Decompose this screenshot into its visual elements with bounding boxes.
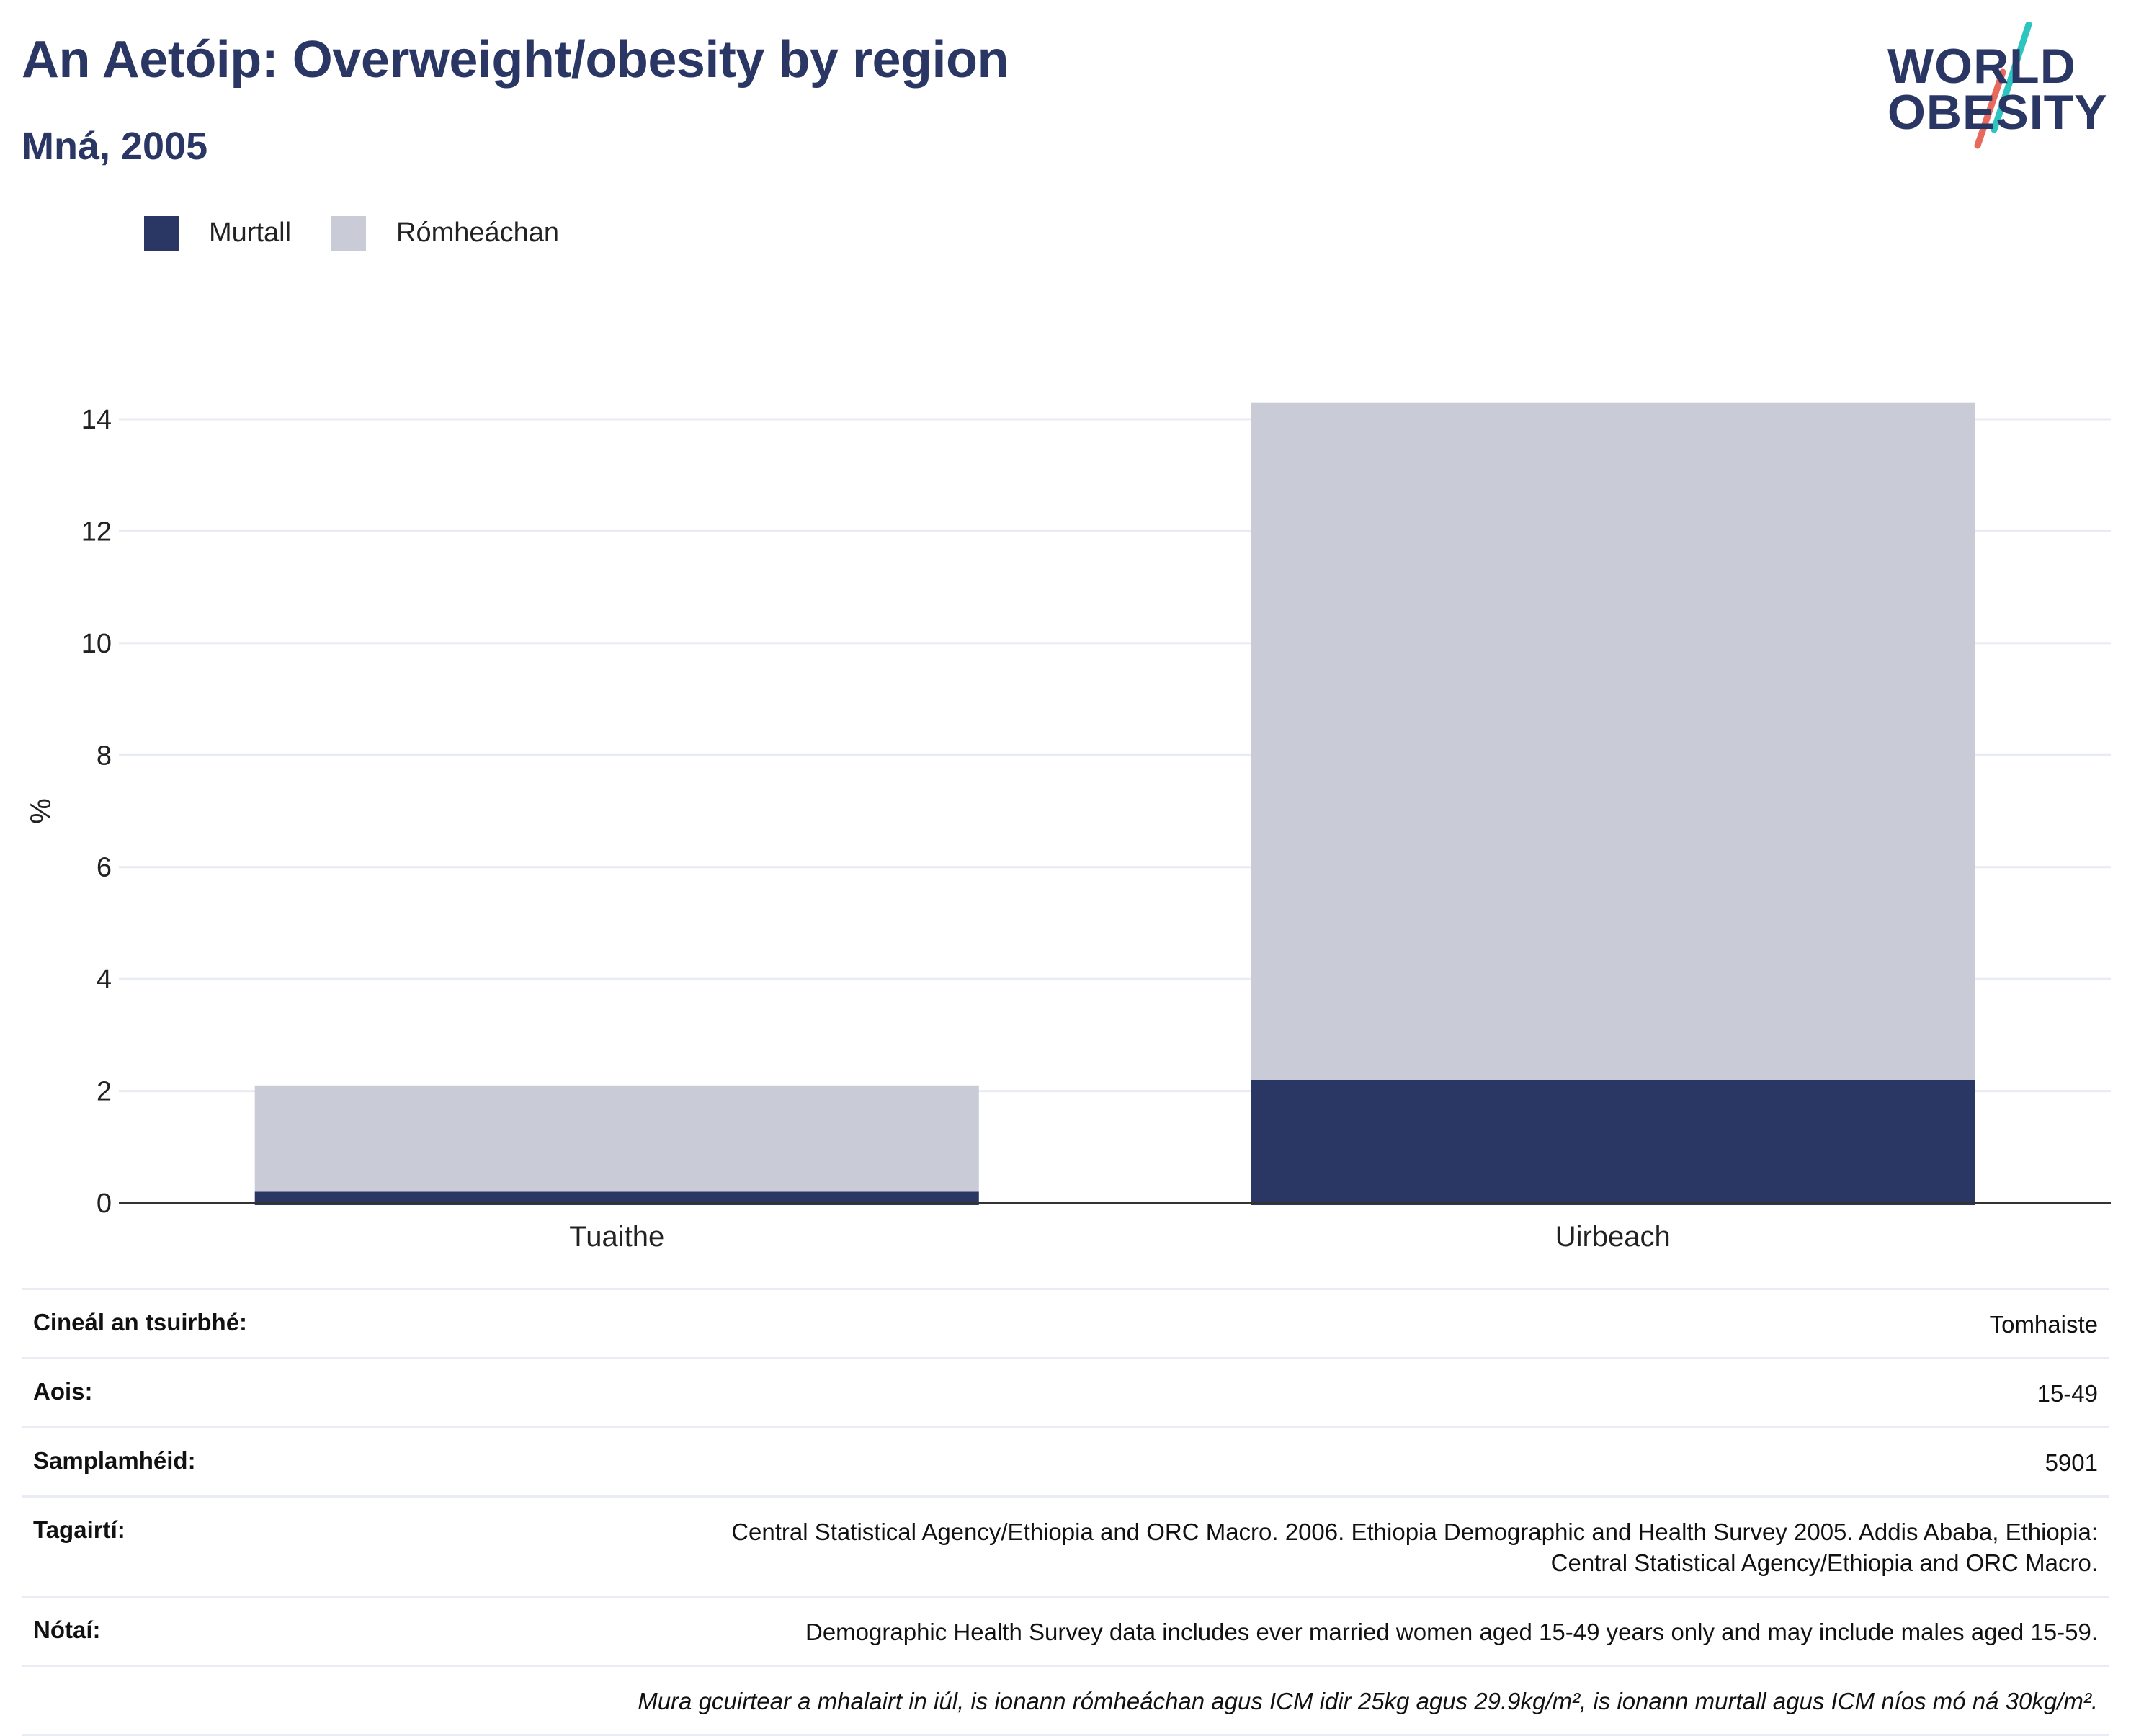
bar-segment-overweight	[1251, 402, 1975, 1080]
legend-swatch-obese	[144, 216, 179, 251]
y-tick-label: 12	[81, 516, 112, 547]
info-label: Cineál an tsuirbhé:	[33, 1309, 248, 1335]
x-axis-categories: Tuaithe Uirbeach	[569, 1221, 1671, 1253]
y-axis-ticks: 0 2 4 6 8 10 12 14	[81, 405, 112, 1219]
page-title: An Aetóip: Overweight/obesity by region	[22, 31, 1009, 89]
stacked-bar-chart: 0 2 4 6 8 10 12 14 Tuaithe Uirbeach %	[25, 402, 2111, 1253]
x-category-label: Uirbeach	[1555, 1221, 1671, 1253]
bar-segment-overweight	[254, 1085, 979, 1192]
y-tick-label: 0	[97, 1189, 112, 1219]
legend-label-overweight: Rómheáchan	[396, 218, 560, 248]
info-value: 15-49	[2037, 1380, 2098, 1407]
info-row-survey-type: Cineál an tsuirbhé: Tomhaiste	[22, 1288, 2109, 1357]
info-value: Demographic Health Survey data includes …	[805, 1619, 2098, 1645]
y-tick-label: 10	[81, 629, 112, 659]
logo-text-world: WORLD	[1887, 39, 2076, 94]
reference-line-2: Central Statistical Agency/Ethiopia and …	[1550, 1549, 2098, 1576]
y-tick-label: 4	[97, 965, 112, 995]
info-row-notes: Nótaí: Demographic Health Survey data in…	[22, 1596, 2109, 1665]
logo-slash-icon	[1974, 22, 2032, 149]
chart-bars	[254, 402, 1975, 1205]
y-axis-title: %	[25, 798, 57, 824]
logo-text-obesity: OBESITY	[1887, 85, 2108, 140]
reference-line-1: Central Statistical Agency/Ethiopia and …	[731, 1518, 2098, 1545]
y-tick-label: 6	[97, 853, 112, 883]
info-row-definition: Mura gcuirtear a mhalairt in iúl, is ion…	[22, 1665, 2109, 1736]
legend-swatch-overweight	[331, 216, 366, 251]
y-tick-label: 2	[97, 1077, 112, 1107]
info-label: Samplamhéid:	[33, 1447, 196, 1474]
y-tick-label: 8	[97, 741, 112, 771]
info-value-references: Central Statistical Agency/Ethiopia and …	[22, 1498, 2109, 1596]
info-value: 5901	[2045, 1449, 2098, 1476]
world-obesity-logo: WORLD OBESITY	[1880, 22, 2118, 151]
legend-label-obese: Murtall	[209, 218, 292, 248]
info-label: Tagairtí:	[33, 1516, 125, 1543]
info-value: Tomhaiste	[1989, 1311, 2098, 1338]
x-category-label: Tuaithe	[569, 1221, 664, 1253]
survey-info-table: Cineál an tsuirbhé: Tomhaiste Aois: 15-4…	[22, 1288, 2109, 1736]
info-label: Nótaí:	[33, 1616, 101, 1643]
info-row-age: Aois: 15-49	[22, 1357, 2109, 1426]
info-value-definition: Mura gcuirtear a mhalairt in iúl, is ion…	[638, 1688, 2098, 1714]
bar-segment-obese	[1251, 1080, 1975, 1205]
page-subtitle: Mná, 2005	[22, 125, 208, 168]
info-row-sample-size: Samplamhéid: 5901	[22, 1426, 2109, 1495]
info-row-references: Tagairtí: Central Statistical Agency/Eth…	[22, 1495, 2109, 1596]
info-label: Aois:	[33, 1378, 93, 1405]
bar-segment-obese	[254, 1191, 979, 1205]
y-tick-label: 14	[81, 405, 112, 435]
